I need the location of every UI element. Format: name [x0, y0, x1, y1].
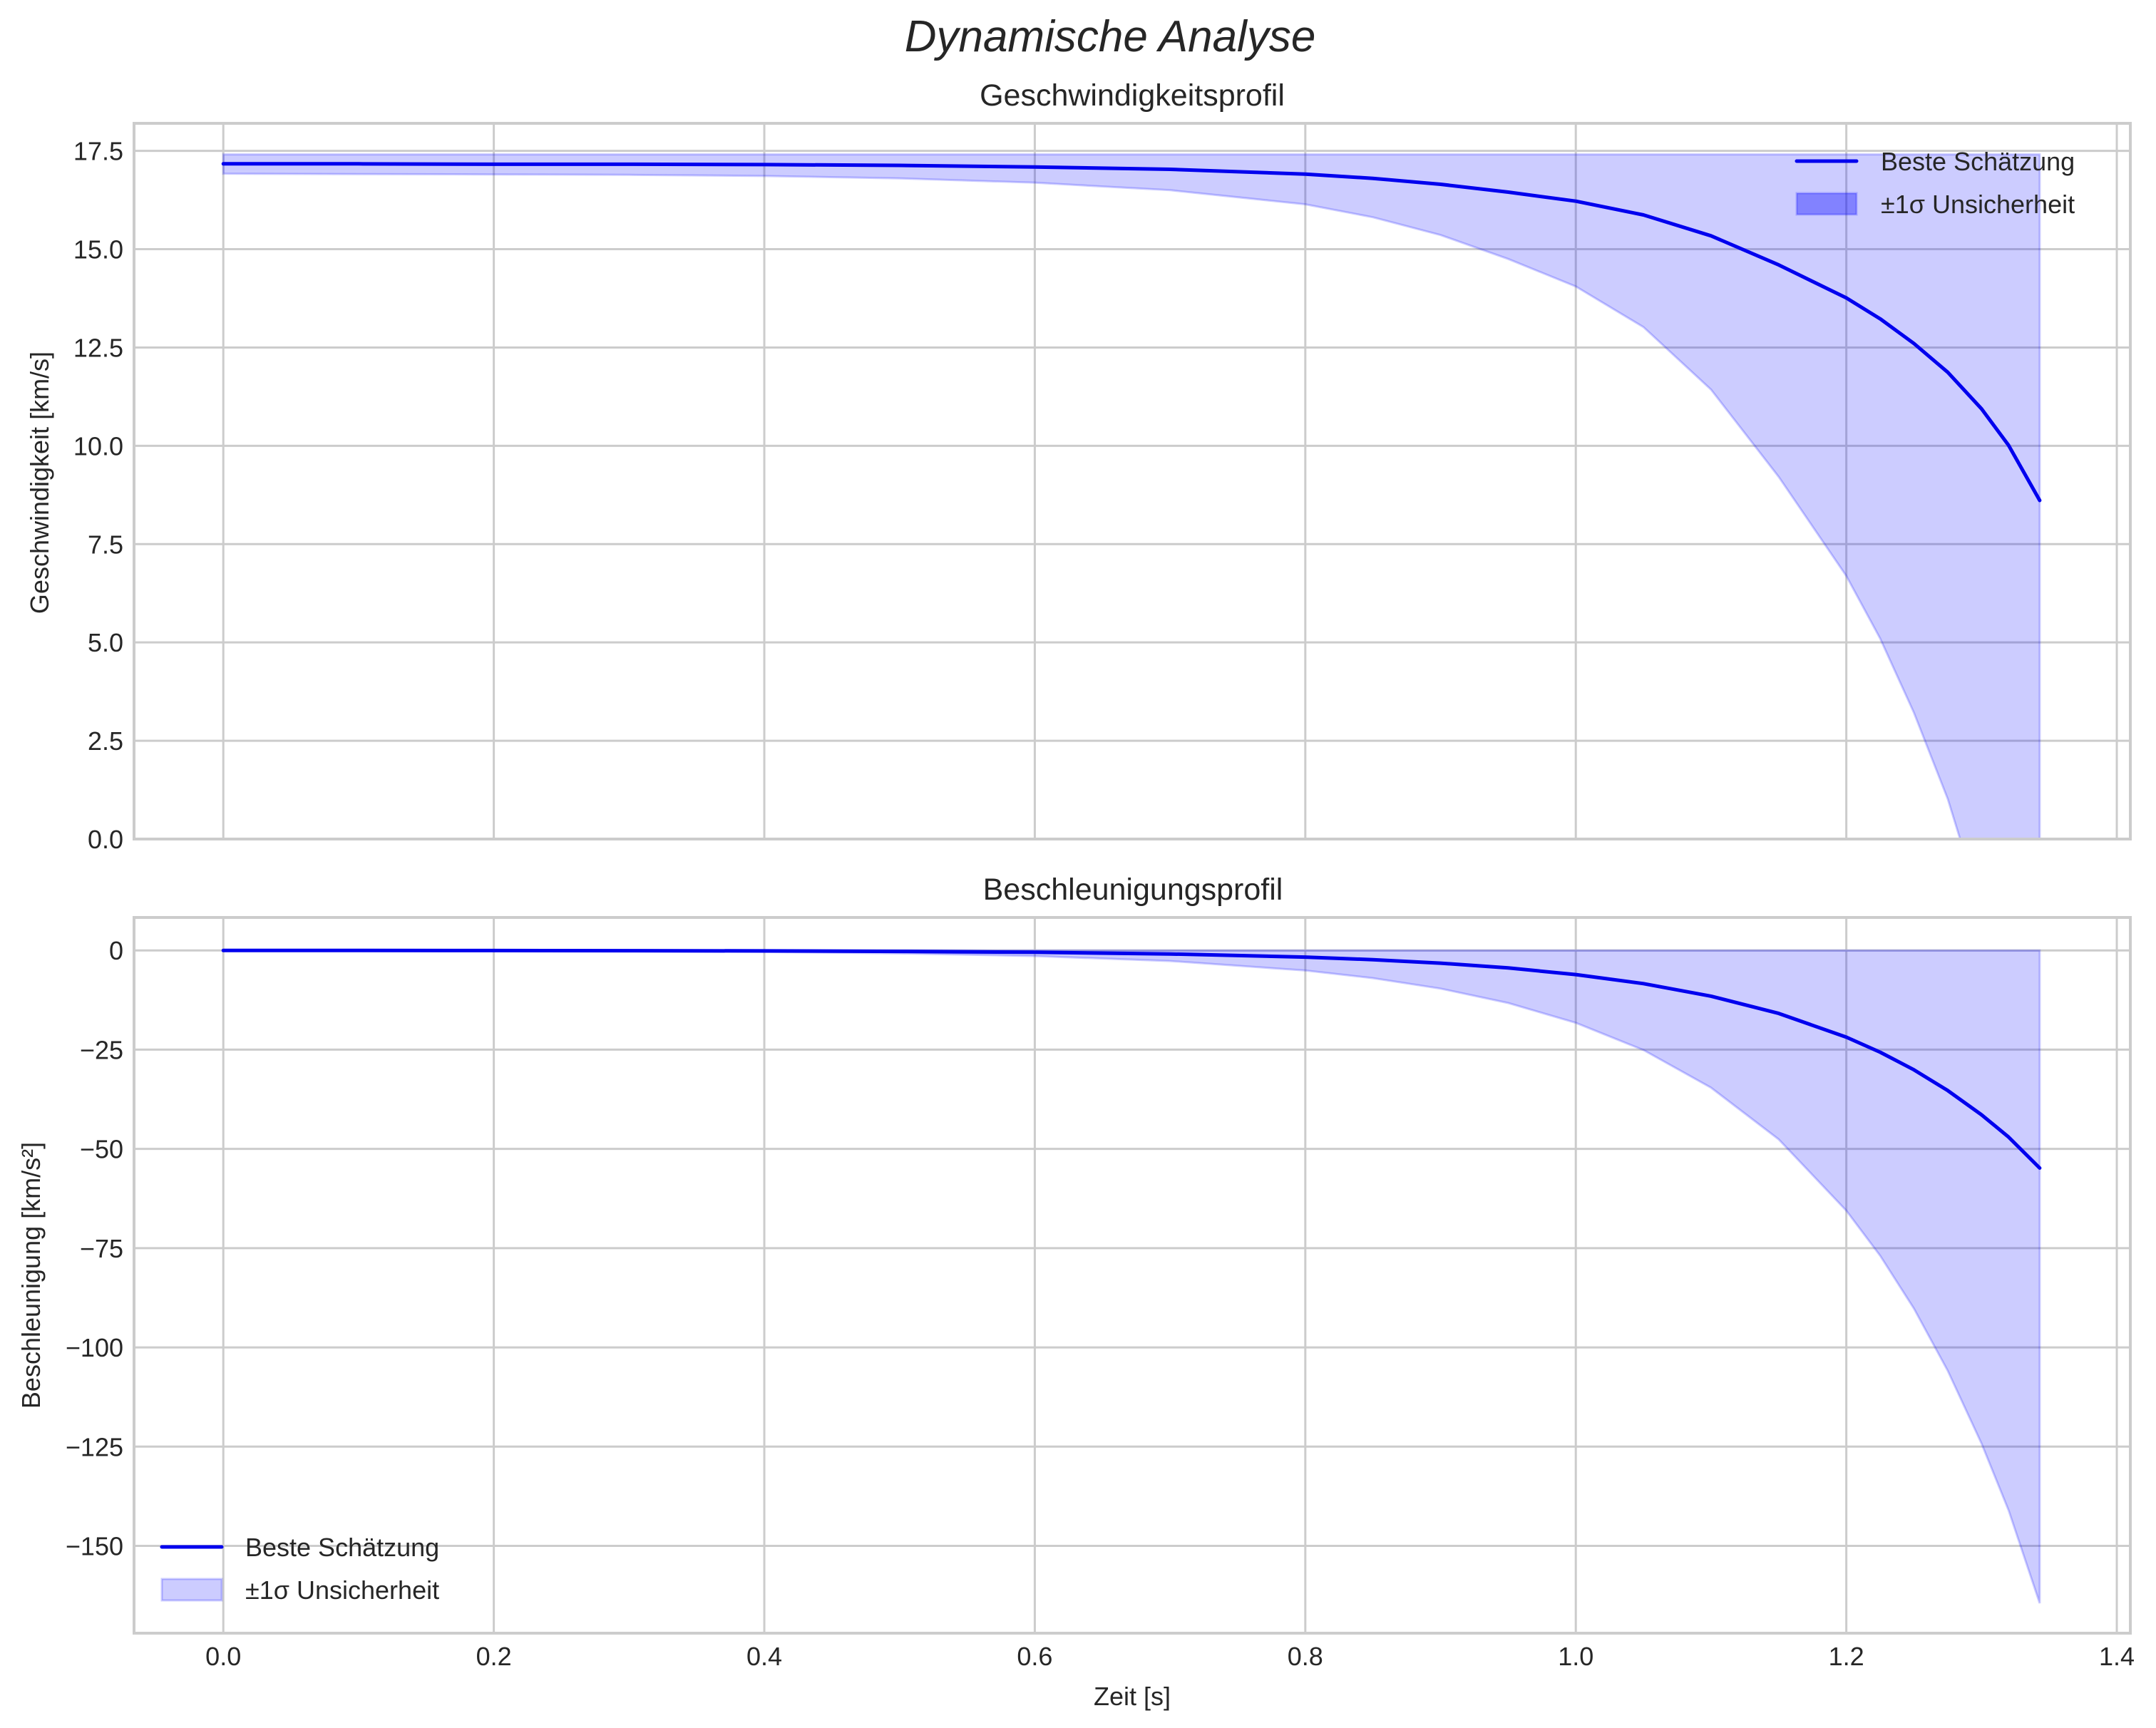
acceleration-uncertainty-band [222, 949, 2041, 1604]
y-tick-label: 15.0 [73, 235, 123, 264]
x-tick-labels: 0.0 0.2 0.4 0.6 0.8 1.0 1.2 1.4 [205, 1642, 2135, 1671]
x-tick-label: 0.0 [205, 1642, 241, 1671]
x-axis-label: Zeit [s] [1094, 1682, 1171, 1711]
legend-band-swatch-overlay [1797, 193, 1857, 215]
y-tick-label: 5.0 [88, 628, 123, 657]
y-tick-label: 7.5 [88, 530, 123, 559]
y-tick-label: 0 [109, 936, 123, 965]
legend-band-swatch-icon [160, 1578, 223, 1602]
velocity-panel-title: Geschwindigkeitsprofil [980, 78, 1285, 113]
y-tick-label: −100 [66, 1333, 123, 1362]
acceleration-legend: Beste Schätzung ±1σ Unsicherheit [160, 1533, 439, 1605]
best-estimate-path [221, 948, 2042, 1170]
x-tick-label: 1.4 [2099, 1642, 2135, 1671]
y-tick-label: −25 [80, 1035, 123, 1064]
legend-band-label: ±1σ Unsicherheit [245, 1575, 439, 1605]
acceleration-gridlines [134, 917, 2130, 1633]
velocity-legend: Beste Schätzung ±1σ Unsicherheit [1795, 147, 2075, 219]
velocity-y-axis-label: Geschwindigkeit [km/s] [25, 351, 54, 614]
legend-band-swatch-icon [1795, 192, 1858, 216]
x-tick-label: 1.2 [1829, 1642, 1864, 1671]
acceleration-panel-title: Beschleunigungsprofil [983, 873, 1283, 907]
y-tick-label: −125 [66, 1432, 123, 1461]
y-tick-label: −150 [66, 1531, 123, 1560]
legend-line-label: Beste Schätzung [1881, 147, 2075, 176]
acceleration-y-axis-label: Beschleunigung [km/s²] [16, 1142, 46, 1409]
acceleration-panel: Beschleunigungsprofil 0 −25 −50 −75 −100 −125… [16, 873, 2135, 1671]
y-tick-label: −75 [80, 1234, 123, 1263]
velocity-uncertainty-band [222, 153, 2041, 839]
velocity-best-estimate-line [221, 162, 2042, 503]
y-tick-label: 12.5 [73, 333, 123, 362]
best-estimate-path [221, 162, 2042, 503]
x-tick-label: 0.8 [1288, 1642, 1323, 1671]
y-tick-label: −50 [80, 1135, 123, 1164]
legend-line-label: Beste Schätzung [245, 1533, 439, 1562]
acceleration-axes-frame [133, 916, 2132, 1635]
legend-band-label: ±1σ Unsicherheit [1881, 190, 2075, 219]
velocity-axes-frame [133, 122, 2132, 840]
y-tick-label: 10.0 [73, 431, 123, 461]
x-tick-label: 0.2 [476, 1642, 512, 1671]
x-tick-label: 0.4 [746, 1642, 782, 1671]
acceleration-best-estimate-line [221, 948, 2042, 1170]
y-tick-label: 17.5 [73, 137, 123, 166]
acceleration-y-tick-labels: 0 −25 −50 −75 −100 −125 −150 [66, 936, 123, 1560]
y-tick-label: 2.5 [88, 726, 123, 756]
uncertainty-band-area [222, 153, 2041, 839]
velocity-y-tick-labels: 0.0 2.5 5.0 7.5 10.0 12.5 15.0 17.5 [73, 137, 123, 854]
figure-suptitle: Dynamische Analyse [905, 12, 1316, 61]
x-tick-label: 1.0 [1558, 1642, 1593, 1671]
y-tick-label: 0.0 [88, 825, 123, 854]
x-tick-label: 0.6 [1017, 1642, 1052, 1671]
uncertainty-band-area [222, 949, 2041, 1604]
velocity-panel: Geschwindigkeitsprofil 0.0 2.5 5.0 7.5 10.0 1… [25, 78, 2132, 854]
